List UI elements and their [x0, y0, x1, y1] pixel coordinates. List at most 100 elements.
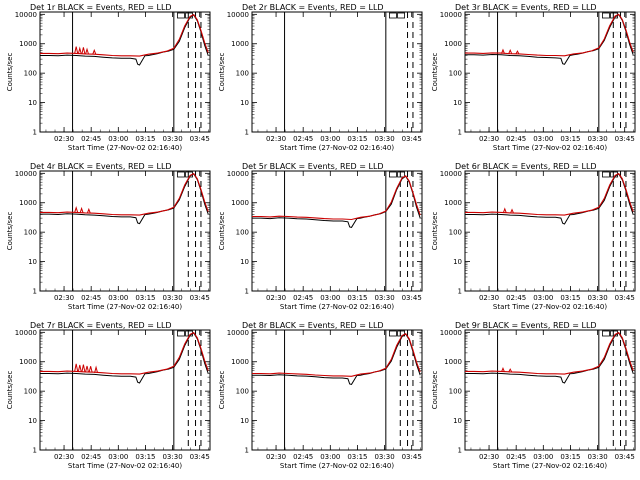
y-tick-label: 1: [33, 447, 37, 455]
panel-title: Det 2r BLACK = Events, RED = LLD: [242, 3, 384, 12]
y-tick-label: 10: [240, 417, 249, 425]
lld-series-line: [40, 13, 209, 57]
flag-box: [177, 330, 185, 337]
x-tick-label: 02:30: [266, 135, 286, 143]
y-axis-label: Counts/sec: [218, 212, 226, 251]
lld-spike: [502, 207, 507, 214]
lld-series-line: [465, 13, 634, 57]
x-tick-label: 03:30: [162, 135, 182, 143]
y-axis-label: Counts/sec: [6, 212, 14, 251]
y-tick-label: 100: [449, 388, 462, 396]
y-tick-label: 100: [236, 70, 249, 78]
x-tick-label: 03:30: [587, 294, 607, 302]
x-tick-label: 03:15: [560, 453, 580, 461]
events-series-line: [252, 175, 421, 228]
x-tick-label: 03:45: [190, 294, 210, 302]
lld-series-line: [465, 331, 634, 375]
x-axis-label: Start Time (27-Nov-02 02:16:40): [493, 144, 607, 152]
y-tick-label: 1: [33, 288, 37, 296]
plot-frame: [464, 170, 636, 292]
panel-title: Det 1r BLACK = Events, RED = LLD: [30, 3, 172, 12]
x-tick-label: 02:45: [506, 453, 526, 461]
lld-series-line: [40, 331, 209, 375]
y-tick-label: 1000: [444, 40, 462, 48]
x-tick-label: 02:30: [479, 294, 499, 302]
lld-spike: [85, 47, 90, 55]
x-axis-label: Start Time (27-Nov-02 02:16:40): [280, 303, 394, 311]
lld-spike: [501, 366, 505, 373]
x-axis-label: Start Time (27-Nov-02 02:16:40): [280, 144, 394, 152]
x-tick-label: 03:45: [615, 135, 635, 143]
panel-det-7: Det 7r BLACK = Events, RED = LLD 1 10 100 10…: [6, 321, 211, 470]
panel-det-5: Det 5r BLACK = Events, RED = LLD 1 10 100 10…: [218, 162, 423, 311]
x-tick-label: 03:15: [560, 135, 580, 143]
flag-box: [389, 12, 397, 19]
y-tick-label: 1000: [19, 40, 37, 48]
x-tick-label: 03:45: [615, 294, 635, 302]
x-tick-label: 02:30: [54, 135, 74, 143]
x-tick-label: 03:30: [374, 294, 394, 302]
lld-spike: [94, 365, 99, 373]
y-axis-label: Counts/sec: [218, 371, 226, 410]
lld-spike: [77, 364, 82, 373]
y-tick-label: 10000: [440, 11, 462, 19]
flag-box: [177, 12, 185, 19]
y-tick-label: 10000: [15, 11, 37, 19]
panel-det-2: Det 2r BLACK = Events, RED = LLD 1 10 100 10…: [218, 3, 423, 152]
lld-spike: [508, 49, 513, 54]
y-tick-label: 10000: [15, 170, 37, 178]
y-tick-label: 10: [453, 417, 462, 425]
x-tick-label: 03:15: [135, 294, 155, 302]
x-axis-label: Start Time (27-Nov-02 02:16:40): [493, 303, 607, 311]
events-series-line: [465, 332, 634, 384]
y-axis-label: Counts/sec: [431, 212, 439, 251]
x-tick-label: 02:30: [479, 453, 499, 461]
x-tick-label: 03:15: [560, 294, 580, 302]
panel-title: Det 6r BLACK = Events, RED = LLD: [455, 162, 597, 171]
x-tick-label: 03:45: [615, 453, 635, 461]
x-tick-label: 03:00: [108, 294, 128, 302]
x-tick-label: 02:45: [293, 294, 313, 302]
plot-frame: [39, 170, 211, 292]
y-tick-label: 1: [458, 447, 462, 455]
x-tick-label: 02:45: [293, 453, 313, 461]
y-tick-label: 1000: [444, 199, 462, 207]
x-tick-label: 02:30: [266, 453, 286, 461]
y-tick-label: 1: [458, 129, 462, 137]
lld-spike: [501, 48, 505, 54]
y-tick-label: 1: [245, 288, 249, 296]
x-tick-label: 03:30: [162, 453, 182, 461]
y-tick-label: 10: [240, 99, 249, 107]
lld-spike: [86, 207, 91, 214]
flag-box: [602, 330, 610, 337]
x-tick-label: 02:30: [54, 294, 74, 302]
x-tick-label: 03:45: [402, 453, 422, 461]
x-axis-label: Start Time (27-Nov-02 02:16:40): [68, 303, 182, 311]
x-tick-label: 02:45: [81, 453, 101, 461]
x-tick-label: 02:30: [54, 453, 74, 461]
panel-title: Det 7r BLACK = Events, RED = LLD: [30, 321, 172, 330]
panel-det-3: Det 3r BLACK = Events, RED = LLD 1 10 100 10…: [431, 3, 636, 152]
x-tick-label: 03:15: [135, 453, 155, 461]
y-tick-label: 1: [245, 447, 249, 455]
y-tick-label: 1000: [444, 358, 462, 366]
panel-det-9: Det 9r BLACK = Events, RED = LLD 1 10 100 10…: [431, 321, 636, 470]
plot-frame: [464, 11, 636, 133]
flag-box: [177, 171, 185, 178]
x-axis-label: Start Time (27-Nov-02 02:16:40): [280, 462, 394, 470]
x-tick-label: 03:15: [135, 135, 155, 143]
plot-frame: [464, 329, 636, 451]
x-tick-label: 03:00: [533, 294, 553, 302]
x-tick-label: 03:00: [320, 294, 340, 302]
x-tick-label: 03:00: [108, 135, 128, 143]
x-tick-label: 03:45: [190, 453, 210, 461]
x-tick-label: 03:30: [374, 453, 394, 461]
y-tick-label: 1: [33, 129, 37, 137]
panel-title: Det 3r BLACK = Events, RED = LLD: [455, 3, 597, 12]
flag-box: [389, 330, 397, 337]
y-tick-label: 10: [28, 417, 37, 425]
panel-title: Det 9r BLACK = Events, RED = LLD: [455, 321, 597, 330]
y-tick-label: 10: [453, 99, 462, 107]
x-tick-label: 03:15: [347, 453, 367, 461]
events-series-line: [40, 332, 209, 384]
